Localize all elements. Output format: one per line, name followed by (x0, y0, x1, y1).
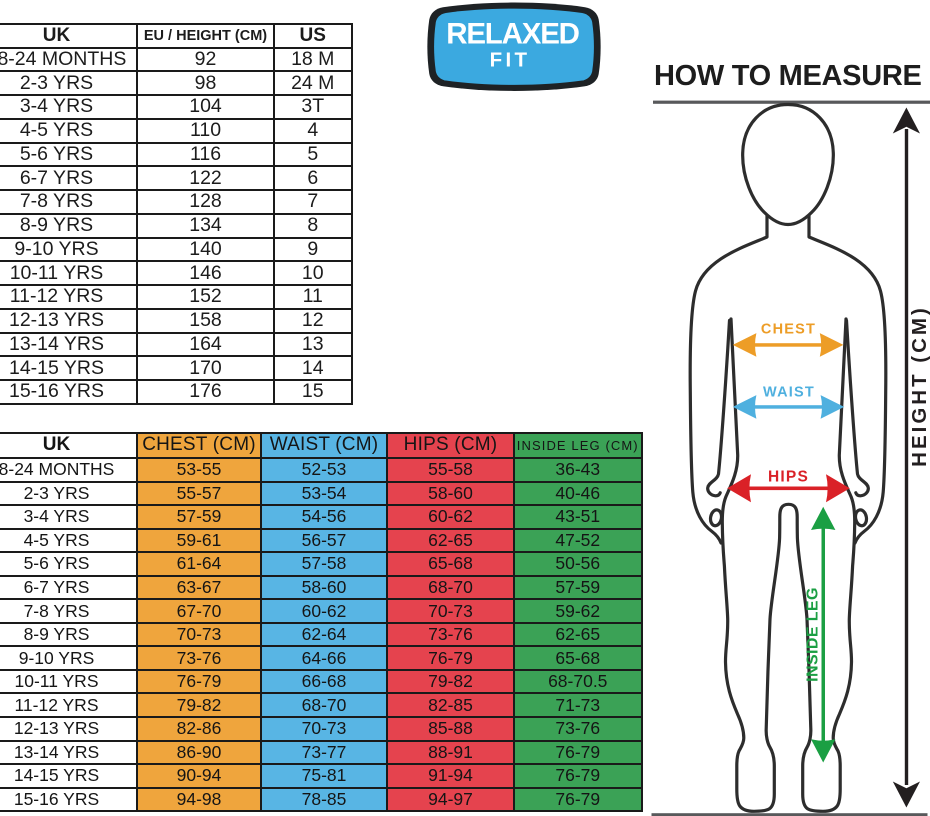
svg-text:WAIST: WAIST (763, 384, 815, 400)
svg-text:CHEST: CHEST (761, 322, 816, 338)
svg-text:RELAXED: RELAXED (446, 18, 579, 51)
svg-text:HIPS: HIPS (768, 468, 809, 485)
svg-text:HEIGHT (CM): HEIGHT (CM) (908, 305, 930, 467)
svg-text:FIT: FIT (490, 49, 531, 72)
svg-text:INSIDE LEG: INSIDE LEG (805, 587, 822, 682)
